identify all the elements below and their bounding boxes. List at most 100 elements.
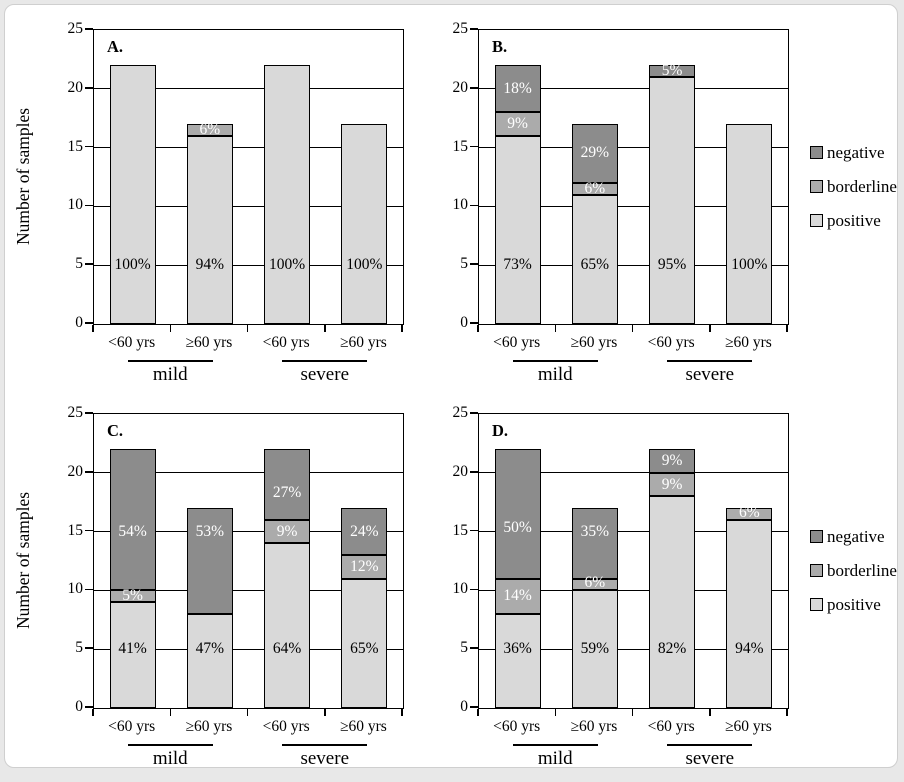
segment-label: 6% [584,179,606,197]
group-label: severe [300,748,350,769]
segment-label: 100% [114,256,151,274]
category-label: <60 yrs [647,334,695,351]
y-tick-label: 5 [460,639,468,657]
y-tick-mark [85,588,93,591]
bar-segment-negative [264,449,311,520]
segment-label: 53% [195,522,225,540]
bar-segment-positive [341,578,388,708]
x-tick-mark [477,324,479,332]
segment-label: 100% [269,256,306,274]
segment-label: 100% [346,256,383,274]
category-label: <60 yrs [493,718,541,735]
x-tick-mark [709,324,711,332]
legend-item: borderline [810,177,897,196]
segment-label: 27% [272,483,302,501]
group-label: mild [537,364,573,385]
bar-segment-negative [341,508,388,556]
legend-item: borderline [810,561,897,580]
group-label: mild [152,748,188,769]
bar-segment-borderline [186,124,233,136]
gridline [479,205,788,207]
plot-area: 41% 5% 54% 47% 53% 64% 9% 27% 65% 12% 24% C. [93,413,404,709]
segment-label: 9% [507,115,528,133]
category-label: <60 yrs [262,334,310,351]
segment-label: 29% [580,144,610,162]
x-tick-mark [246,324,249,332]
x-tick-mark [92,324,94,332]
x-tick-mark [709,708,711,716]
group-underline [667,744,753,746]
segment-label: 9% [661,452,683,470]
segment-label: 12% [350,557,379,575]
segment-label: 14% [503,587,532,605]
panel-letter: B. [492,37,508,56]
segment-label: 64% [272,640,302,658]
segment-label: 24% [350,522,379,540]
group-label: severe [300,364,350,385]
bar-segment-borderline [494,578,541,614]
y-tick-mark [470,647,478,649]
bar-segment-negative [494,449,541,579]
category-label: ≥60 yrs [185,334,233,351]
bar-segment-positive [571,590,618,708]
bar-segment-borderline [571,578,618,591]
segment-label: 73% [503,256,532,274]
y-tick-label: 15 [452,137,469,155]
bar-segment-borderline [264,519,311,544]
segment-label: 9% [661,475,683,493]
category-label: ≥60 yrs [724,334,772,351]
legend-label: negative [827,527,885,546]
x-tick-mark [401,324,403,332]
y-tick-label: 20 [452,78,469,96]
y-tick-mark [470,204,478,207]
segment-label: 6% [739,503,760,521]
y-tick-mark [85,145,93,148]
gridline [94,147,403,149]
bar-segment-positive [186,613,233,708]
bar-segment-negative [109,449,156,591]
bar-segment-borderline [341,555,388,579]
panel-letter: A. [107,37,124,56]
y-tick-mark [470,588,478,591]
y-tick-mark [470,471,478,473]
x-tick-mark [169,708,171,716]
segment-label: 65% [580,256,610,274]
y-tick-mark [470,263,478,265]
legend-swatch-borderline [810,564,823,577]
bar-segment-positive [341,124,388,324]
x-tick-mark [324,324,326,332]
bar-segment-positive [649,496,696,708]
bar-segment-positive [264,543,311,708]
bar-segment-negative [571,508,618,579]
bar-segment-negative [494,65,541,113]
y-tick-label: 25 [452,20,469,37]
gridline [94,648,403,650]
legend-label: borderline [827,177,897,196]
legend-label: positive [827,211,881,230]
category-label: ≥60 yrs [339,718,387,735]
x-tick-mark [631,324,634,332]
x-tick-mark [786,324,788,332]
bar-segment-borderline [109,590,156,603]
gridline [94,205,403,207]
segment-label: 5% [122,587,143,605]
y-tick-label: 0 [75,314,83,331]
y-tick-label: 0 [460,314,468,331]
y-tick-label: 20 [452,462,469,480]
legend-item: positive [810,595,897,614]
bar-segment-positive [726,519,773,708]
y-tick-label: 5 [460,255,468,273]
bar-segment-positive [109,65,156,324]
x-tick-mark [554,324,556,332]
gridline [479,531,788,533]
panel-letter: C. [107,421,124,440]
group-underline [127,744,213,746]
y-tick-label: 10 [67,196,84,214]
y-tick-label: 25 [67,404,84,421]
y-tick-label: 5 [75,255,83,273]
legend-swatch-positive [810,214,823,227]
plot-area: 100% 94% 6% 100% 100% A. [93,29,404,325]
bar-segment-negative [649,65,696,78]
legend-label: negative [827,143,885,162]
legend-item: negative [810,527,897,546]
